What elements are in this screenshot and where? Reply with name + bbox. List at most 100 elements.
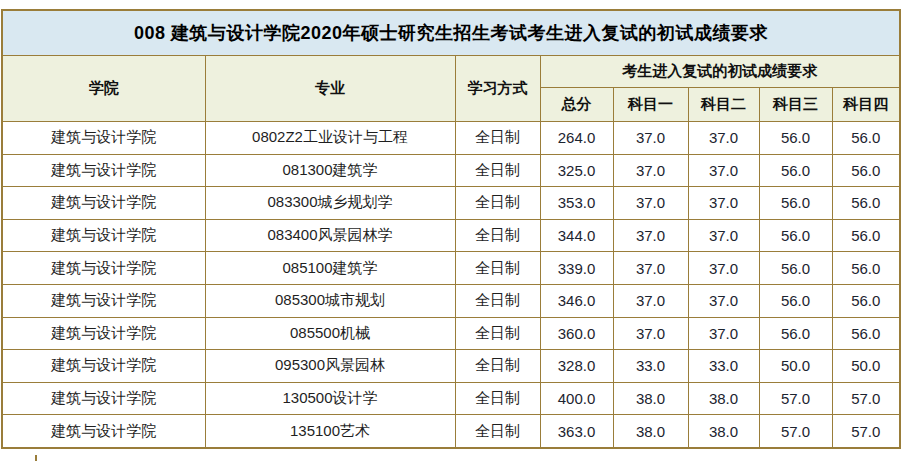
cell-study-mode: 全日制 (455, 382, 540, 415)
table-row: 建筑与设计学院085500机械全日制360.037.037.056.056.0 (2, 317, 900, 350)
cell-study-mode: 全日制 (455, 252, 540, 285)
cell-major: 130500设计学 (205, 382, 455, 415)
cell-college: 建筑与设计学院 (2, 252, 205, 285)
cell-college: 建筑与设计学院 (2, 317, 205, 350)
cell-subject2: 37.0 (688, 154, 759, 187)
cell-subject1: 37.0 (613, 122, 688, 155)
cell-subject3: 56.0 (759, 284, 832, 317)
column-header-study-mode: 学习方式 (455, 56, 540, 122)
cell-subject3: 57.0 (759, 382, 832, 415)
table-body: 建筑与设计学院0802Z2工业设计与工程全日制264.037.037.056.0… (2, 122, 900, 448)
cell-study-mode: 全日制 (455, 317, 540, 350)
cell-subject1: 33.0 (613, 350, 688, 383)
cell-subject4: 56.0 (832, 122, 900, 155)
cell-major: 0802Z2工业设计与工程 (205, 122, 455, 155)
cell-study-mode: 全日制 (455, 219, 540, 252)
table-row: 建筑与设计学院0802Z2工业设计与工程全日制264.037.037.056.0… (2, 122, 900, 155)
table-row: 建筑与设计学院083400风景园林学全日制344.037.037.056.056… (2, 219, 900, 252)
table-row: 建筑与设计学院081300建筑学全日制325.037.037.056.056.0 (2, 154, 900, 187)
page: 008 建筑与设计学院2020年硕士研究生招生考试考生进入复试的初试成绩要求 学… (0, 0, 904, 461)
table-row: 建筑与设计学院083300城乡规划学全日制353.037.037.056.056… (2, 187, 900, 220)
cell-total: 400.0 (540, 382, 613, 415)
cell-subject2: 37.0 (688, 252, 759, 285)
cell-total: 363.0 (540, 415, 613, 448)
table-row: 建筑与设计学院135100艺术全日制363.038.038.057.057.0 (2, 415, 900, 448)
cell-subject3: 56.0 (759, 122, 832, 155)
table-row: 建筑与设计学院085300城市规划全日制346.037.037.056.056.… (2, 284, 900, 317)
cell-subject2: 37.0 (688, 219, 759, 252)
column-header-college: 学院 (2, 56, 205, 122)
cell-college: 建筑与设计学院 (2, 219, 205, 252)
cell-subject1: 37.0 (613, 284, 688, 317)
group-header-row: 学院 专业 学习方式 考生进入复试的初试成绩要求 (2, 56, 900, 88)
cell-subject3: 56.0 (759, 154, 832, 187)
column-header-total: 总分 (540, 88, 613, 122)
cell-major: 085500机械 (205, 317, 455, 350)
cell-subject4: 56.0 (832, 187, 900, 220)
cell-subject4: 57.0 (832, 415, 900, 448)
cell-major: 081300建筑学 (205, 154, 455, 187)
cell-major: 085100建筑学 (205, 252, 455, 285)
cell-subject4: 56.0 (832, 284, 900, 317)
cell-subject4: 50.0 (832, 350, 900, 383)
cell-subject4: 57.0 (832, 382, 900, 415)
cell-major: 083400风景园林学 (205, 219, 455, 252)
cell-subject4: 56.0 (832, 154, 900, 187)
cell-subject4: 56.0 (832, 317, 900, 350)
cell-total: 353.0 (540, 187, 613, 220)
cell-college: 建筑与设计学院 (2, 350, 205, 383)
cell-total: 339.0 (540, 252, 613, 285)
cell-subject1: 37.0 (613, 187, 688, 220)
cell-total: 325.0 (540, 154, 613, 187)
cell-subject1: 37.0 (613, 252, 688, 285)
cell-subject3: 56.0 (759, 187, 832, 220)
cell-subject2: 37.0 (688, 284, 759, 317)
cell-college: 建筑与设计学院 (2, 284, 205, 317)
cell-subject3: 50.0 (759, 350, 832, 383)
column-header-score-group: 考生进入复试的初试成绩要求 (540, 56, 900, 88)
cell-major: 135100艺术 (205, 415, 455, 448)
column-header-subject4: 科目四 (832, 88, 900, 122)
admission-score-table: 008 建筑与设计学院2020年硕士研究生招生考试考生进入复试的初试成绩要求 学… (1, 9, 901, 449)
cell-major: 083300城乡规划学 (205, 187, 455, 220)
cell-subject1: 37.0 (613, 154, 688, 187)
cell-major: 095300风景园林 (205, 350, 455, 383)
cell-subject1: 38.0 (613, 415, 688, 448)
cell-subject2: 37.0 (688, 122, 759, 155)
cell-subject3: 56.0 (759, 252, 832, 285)
cell-college: 建筑与设计学院 (2, 415, 205, 448)
cell-subject2: 38.0 (688, 382, 759, 415)
cell-subject3: 56.0 (759, 219, 832, 252)
cell-subject2: 33.0 (688, 350, 759, 383)
cell-study-mode: 全日制 (455, 187, 540, 220)
title-row: 008 建筑与设计学院2020年硕士研究生招生考试考生进入复试的初试成绩要求 (2, 10, 900, 56)
cell-total: 328.0 (540, 350, 613, 383)
cell-subject1: 37.0 (613, 317, 688, 350)
cell-total: 346.0 (540, 284, 613, 317)
cell-subject3: 57.0 (759, 415, 832, 448)
cell-study-mode: 全日制 (455, 154, 540, 187)
cell-study-mode: 全日制 (455, 284, 540, 317)
cell-subject2: 37.0 (688, 187, 759, 220)
cell-study-mode: 全日制 (455, 122, 540, 155)
cell-college: 建筑与设计学院 (2, 382, 205, 415)
cell-study-mode: 全日制 (455, 415, 540, 448)
cell-total: 264.0 (540, 122, 613, 155)
table-row: 建筑与设计学院085100建筑学全日制339.037.037.056.056.0 (2, 252, 900, 285)
column-header-subject1: 科目一 (613, 88, 688, 122)
table-row: 建筑与设计学院095300风景园林全日制328.033.033.050.050.… (2, 350, 900, 383)
cell-college: 建筑与设计学院 (2, 154, 205, 187)
column-header-major: 专业 (205, 56, 455, 122)
cell-subject1: 38.0 (613, 382, 688, 415)
cell-total: 360.0 (540, 317, 613, 350)
cell-subject4: 56.0 (832, 219, 900, 252)
cell-major: 085300城市规划 (205, 284, 455, 317)
cell-subject1: 37.0 (613, 219, 688, 252)
cell-subject2: 37.0 (688, 317, 759, 350)
cell-college: 建筑与设计学院 (2, 187, 205, 220)
cell-subject3: 56.0 (759, 317, 832, 350)
cell-subject4: 56.0 (832, 252, 900, 285)
cell-college: 建筑与设计学院 (2, 122, 205, 155)
table-row: 建筑与设计学院130500设计学全日制400.038.038.057.057.0 (2, 382, 900, 415)
column-header-subject2: 科目二 (688, 88, 759, 122)
